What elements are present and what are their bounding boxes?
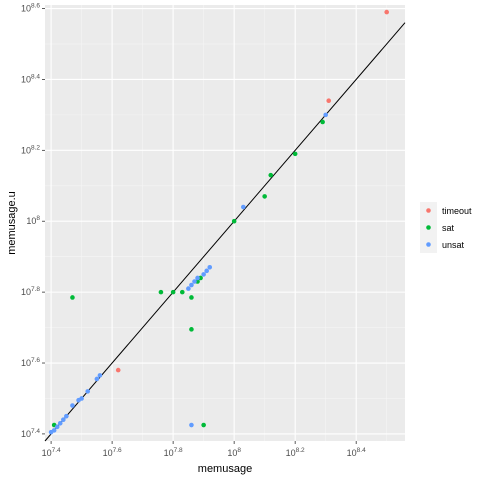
x-tick-label-exponent: 8 [237, 447, 241, 454]
point-unsat [201, 272, 206, 277]
y-tick-label-exponent: 8.6 [31, 3, 40, 10]
point-sat [292, 151, 298, 157]
point-unsat [186, 286, 191, 291]
point-unsat [70, 403, 75, 408]
x-tick-label-base: 10 [227, 448, 237, 458]
x-tick-label: 108.4 [347, 447, 366, 458]
y-tick-label: 107.6 [21, 357, 40, 368]
point-sat [70, 295, 75, 300]
x-tick-label-exponent: 7.4 [52, 447, 61, 454]
x-tick-label-exponent: 7.8 [174, 447, 183, 454]
y-tick-label-exponent: 8.4 [31, 73, 40, 80]
x-tick-label-exponent: 8.2 [296, 447, 305, 454]
x-tick-label-base: 10 [164, 448, 174, 458]
x-tick-label: 107.6 [103, 447, 122, 458]
x-axis-title: memusage [198, 463, 252, 475]
y-tick-label: 108.4 [21, 73, 40, 84]
point-sat [179, 289, 185, 295]
grid-minor [45, 5, 405, 441]
point-unsat [207, 265, 213, 270]
point-unsat [189, 282, 194, 288]
legend-label-unsat: unsat [442, 240, 465, 250]
point-timeout [115, 367, 121, 373]
point-unsat [192, 279, 197, 284]
point-unsat [195, 275, 200, 281]
point-unsat [57, 420, 63, 426]
data-points [48, 9, 389, 435]
y-tick-label-base: 10 [21, 145, 31, 155]
x-tick-label: 107.4 [42, 447, 61, 458]
y-tick-label-base: 10 [21, 358, 31, 368]
y-tick-label-exponent: 8 [36, 215, 40, 222]
x-tick-label: 108 [227, 447, 241, 458]
point-timeout [326, 98, 332, 104]
point-sat [262, 194, 267, 199]
y-tick-label-base: 10 [21, 287, 31, 297]
point-unsat [61, 417, 66, 423]
reference-line-y-equals-x [44, 22, 406, 442]
legend-dot-timeout [426, 208, 431, 213]
point-sat [201, 422, 206, 428]
point-sat [189, 295, 194, 300]
legend-label-timeout: timeout [442, 206, 472, 216]
point-sat [170, 289, 176, 295]
point-unsat [85, 389, 91, 394]
x-tick-label: 108.2 [286, 447, 305, 458]
y-tick-label: 108.6 [21, 3, 40, 14]
legend-dot-unsat [426, 242, 431, 247]
point-unsat [189, 422, 194, 428]
point-unsat [54, 424, 60, 430]
y-axis-title: memusage.u [6, 191, 18, 255]
y-tick-label-base: 10 [21, 4, 31, 14]
y-tick-label: 107.8 [21, 286, 40, 297]
point-unsat [51, 428, 57, 433]
point-unsat [64, 413, 69, 419]
point-sat [268, 172, 274, 178]
legend-dot-sat [426, 225, 431, 230]
legend-label-sat: sat [442, 223, 455, 233]
y-tick-label-base: 10 [21, 74, 31, 84]
x-tick-label: 107.8 [164, 447, 183, 458]
y-tick-label: 107.4 [21, 428, 40, 439]
y-tick-label-exponent: 7.8 [31, 286, 40, 293]
x-tick-label-base: 10 [42, 448, 52, 458]
point-unsat [97, 373, 103, 378]
y-tick-label-exponent: 7.6 [31, 357, 40, 364]
point-sat [189, 327, 194, 332]
point-unsat [204, 268, 209, 274]
y-tick-label: 108 [26, 215, 40, 226]
y-tick-label-base: 10 [21, 429, 31, 439]
x-tick-label-exponent: 8.4 [357, 447, 366, 454]
x-tick-label-base: 10 [103, 448, 113, 458]
x-tick-label-base: 10 [347, 448, 357, 458]
x-tick-label-base: 10 [286, 448, 296, 458]
point-unsat [79, 396, 84, 401]
point-sat [320, 119, 325, 125]
x-tick-label-exponent: 7.6 [113, 447, 122, 454]
y-tick-label: 108.2 [21, 144, 40, 155]
point-unsat [323, 112, 328, 118]
point-unsat [94, 376, 100, 382]
grid-major [45, 5, 405, 441]
point-sat [158, 289, 164, 295]
point-sat [231, 218, 237, 224]
y-tick-label-base: 10 [26, 216, 36, 226]
point-unsat [241, 204, 246, 210]
y-tick-label-exponent: 8.2 [31, 144, 40, 151]
plot-panel [45, 5, 405, 441]
point-timeout [384, 9, 389, 15]
y-tick-label-exponent: 7.4 [31, 428, 40, 435]
legend: timeout sat unsat [420, 202, 472, 253]
x-axis-ticks: 107.4 107.6 107.8 108 108.2 108.4 [42, 441, 366, 458]
